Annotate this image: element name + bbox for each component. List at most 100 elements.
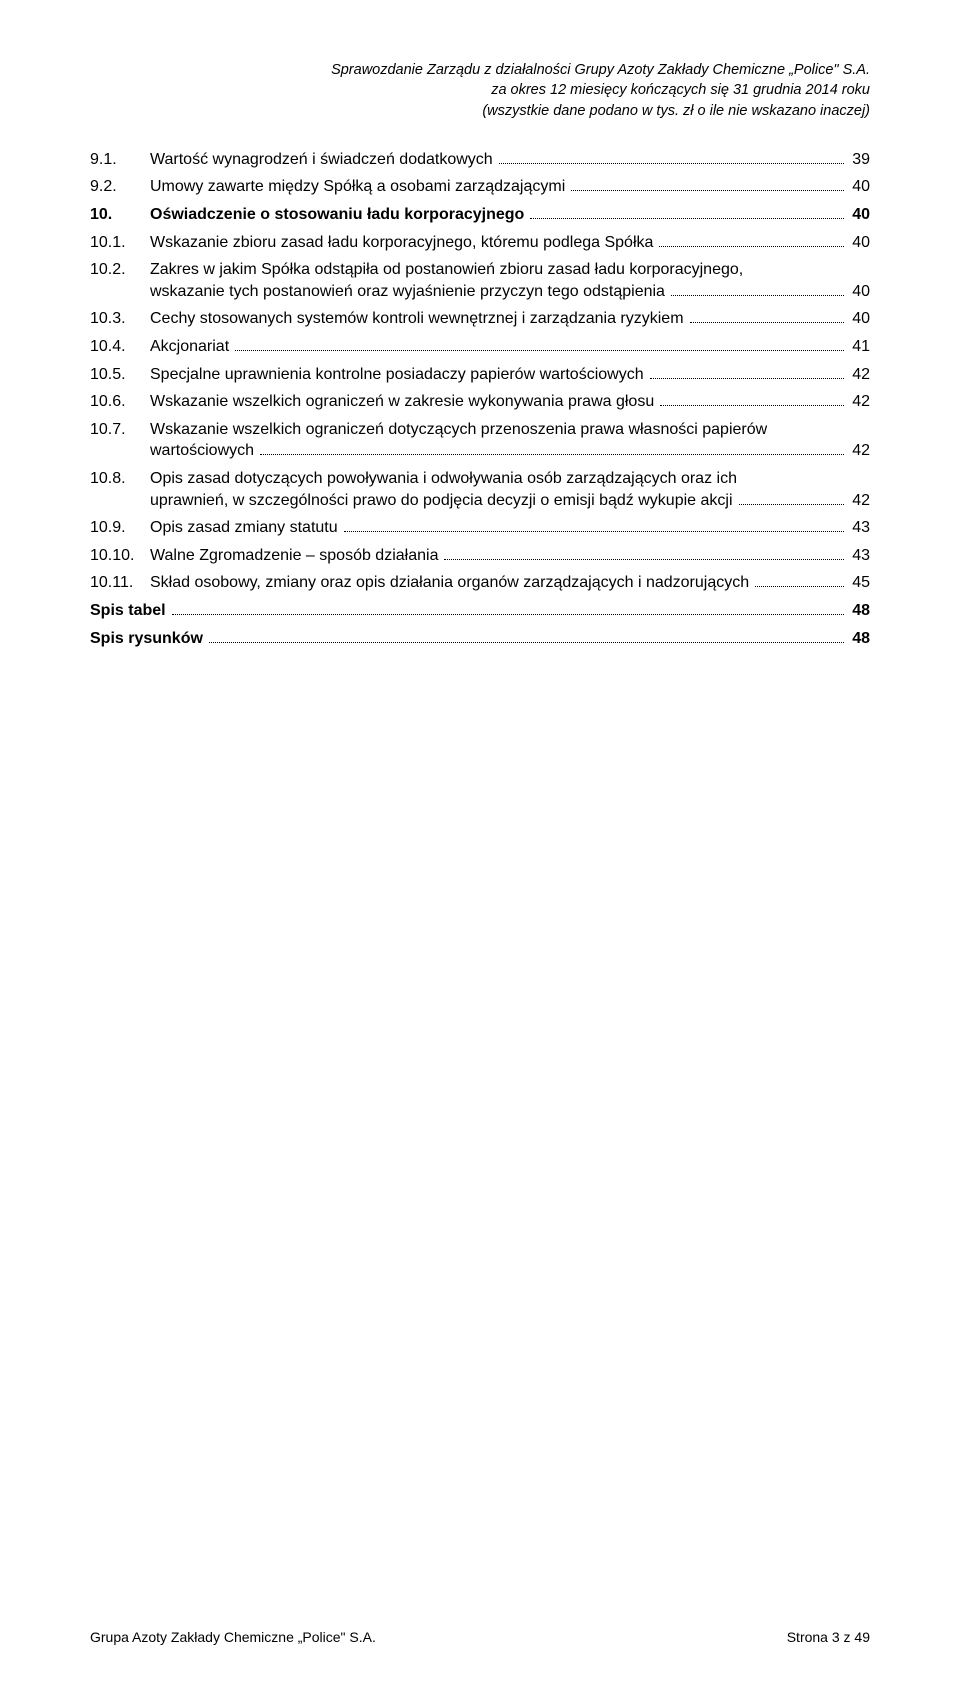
toc-page-number: 42 xyxy=(852,364,870,386)
toc-label: Cechy stosowanych systemów kontroli wewn… xyxy=(150,308,684,330)
toc-line: wskazanie tych postanowień oraz wyjaśnie… xyxy=(150,281,870,303)
toc-leader xyxy=(235,350,844,351)
toc-line: Spis tabel 48 xyxy=(90,600,870,622)
toc-line: Akcjonariat41 xyxy=(150,336,870,358)
toc-page-number: 48 xyxy=(852,600,870,622)
header-line-2: za okres 12 miesięcy kończących się 31 g… xyxy=(90,80,870,100)
toc-page-number: 43 xyxy=(852,517,870,539)
toc-leader xyxy=(739,504,845,505)
toc-label-wrap: Opis zasad zmiany statutu 43 xyxy=(150,517,870,539)
footer-right: Strona 3 z 49 xyxy=(787,1629,870,1645)
toc-label: Specjalne uprawnienia kontrolne posiadac… xyxy=(150,364,644,386)
toc-line: Wartość wynagrodzeń i świadczeń dodatkow… xyxy=(150,149,870,171)
toc-label-wrap: Wskazanie zbioru zasad ładu korporacyjne… xyxy=(150,232,870,254)
toc-label-line: Opis zasad dotyczących powoływania i odw… xyxy=(150,468,870,490)
toc-page-number: 40 xyxy=(852,308,870,330)
page: Sprawozdanie Zarządu z działalności Grup… xyxy=(0,0,960,1685)
toc-label: Wartość wynagrodzeń i świadczeń dodatkow… xyxy=(150,149,493,171)
toc-line: Cechy stosowanych systemów kontroli wewn… xyxy=(150,308,870,330)
toc-row: 10.2.Zakres w jakim Spółka odstąpiła od … xyxy=(90,259,870,302)
toc-label: Opis zasad zmiany statutu xyxy=(150,517,338,539)
toc-leader xyxy=(344,531,845,532)
toc-number: 10.5. xyxy=(90,364,150,386)
toc-number: 9.1. xyxy=(90,149,150,171)
toc-row: 10.3.Cechy stosowanych systemów kontroli… xyxy=(90,308,870,330)
toc-line: Skład osobowy, zmiany oraz opis działani… xyxy=(150,572,870,594)
toc-label: Spis tabel xyxy=(90,600,166,622)
toc-label-wrap: Wartość wynagrodzeń i świadczeń dodatkow… xyxy=(150,149,870,171)
toc-label: Skład osobowy, zmiany oraz opis działani… xyxy=(150,572,749,594)
toc-row: 10.5.Specjalne uprawnienia kontrolne pos… xyxy=(90,364,870,386)
header-line-1: Sprawozdanie Zarządu z działalności Grup… xyxy=(90,60,870,80)
toc-number: 10.8. xyxy=(90,468,150,490)
toc-label-wrap: Umowy zawarte między Spółką a osobami za… xyxy=(150,176,870,198)
toc-row: 10.7.Wskazanie wszelkich ograniczeń doty… xyxy=(90,419,870,462)
toc-leader xyxy=(499,163,845,164)
toc-page-number: 48 xyxy=(852,628,870,650)
table-of-contents: 9.1.Wartość wynagrodzeń i świadczeń doda… xyxy=(90,149,870,649)
toc-page-number: 42 xyxy=(852,440,870,462)
page-footer: Grupa Azoty Zakłady Chemiczne „Police" S… xyxy=(90,1629,870,1645)
toc-number: 10.11. xyxy=(90,572,150,594)
toc-row: 10.10.Walne Zgromadzenie – sposób działa… xyxy=(90,545,870,567)
toc-number: 10.9. xyxy=(90,517,150,539)
toc-label-wrap: Oświadczenie o stosowaniu ładu korporacy… xyxy=(150,204,870,226)
toc-label-wrap: Wskazanie wszelkich ograniczeń w zakresi… xyxy=(150,391,870,413)
toc-row: 10.1.Wskazanie zbioru zasad ładu korpora… xyxy=(90,232,870,254)
toc-page-number: 42 xyxy=(852,490,870,512)
toc-page-number: 39 xyxy=(852,149,870,171)
toc-row: Spis rysunków48 xyxy=(90,628,870,650)
toc-label: Akcjonariat xyxy=(150,336,229,358)
toc-label: wskazanie tych postanowień oraz wyjaśnie… xyxy=(150,281,665,303)
toc-line: Walne Zgromadzenie – sposób działania 43 xyxy=(150,545,870,567)
toc-page-number: 40 xyxy=(852,176,870,198)
toc-label-wrap: Wskazanie wszelkich ograniczeń dotyczący… xyxy=(150,419,870,462)
toc-line: Opis zasad zmiany statutu 43 xyxy=(150,517,870,539)
toc-line: Wskazanie zbioru zasad ładu korporacyjne… xyxy=(150,232,870,254)
toc-number: 10.1. xyxy=(90,232,150,254)
toc-row: 10.Oświadczenie o stosowaniu ładu korpor… xyxy=(90,204,870,226)
toc-row: 9.2.Umowy zawarte między Spółką a osobam… xyxy=(90,176,870,198)
toc-label: Walne Zgromadzenie – sposób działania xyxy=(150,545,438,567)
toc-label-wrap: Opis zasad dotyczących powoływania i odw… xyxy=(150,468,870,511)
toc-label-wrap: Skład osobowy, zmiany oraz opis działani… xyxy=(150,572,870,594)
toc-row: 10.8.Opis zasad dotyczących powoływania … xyxy=(90,468,870,511)
toc-line: Spis rysunków48 xyxy=(90,628,870,650)
toc-label-wrap: Spis rysunków48 xyxy=(90,628,870,650)
toc-leader xyxy=(172,614,845,615)
toc-leader xyxy=(755,586,844,587)
toc-row: 10.6.Wskazanie wszelkich ograniczeń w za… xyxy=(90,391,870,413)
toc-page-number: 43 xyxy=(852,545,870,567)
toc-leader xyxy=(530,218,844,219)
toc-number: 10.10. xyxy=(90,545,150,567)
toc-page-number: 45 xyxy=(852,572,870,594)
toc-label-wrap: Akcjonariat41 xyxy=(150,336,870,358)
toc-row: 10.11.Skład osobowy, zmiany oraz opis dz… xyxy=(90,572,870,594)
toc-number: 10.7. xyxy=(90,419,150,441)
toc-line: Wskazanie wszelkich ograniczeń w zakresi… xyxy=(150,391,870,413)
toc-label: Oświadczenie o stosowaniu ładu korporacy… xyxy=(150,204,524,226)
toc-row: 10.4.Akcjonariat41 xyxy=(90,336,870,358)
toc-number: 10.3. xyxy=(90,308,150,330)
toc-line: wartościowych 42 xyxy=(150,440,870,462)
toc-leader xyxy=(209,642,844,643)
header-line-3: (wszystkie dane podano w tys. zł o ile n… xyxy=(90,101,870,121)
toc-label-line: Wskazanie wszelkich ograniczeń dotyczący… xyxy=(150,419,870,441)
toc-label: Wskazanie zbioru zasad ładu korporacyjne… xyxy=(150,232,653,254)
toc-line: uprawnień, w szczególności prawo do podj… xyxy=(150,490,870,512)
toc-label: uprawnień, w szczególności prawo do podj… xyxy=(150,490,733,512)
toc-label-wrap: Specjalne uprawnienia kontrolne posiadac… xyxy=(150,364,870,386)
toc-line: Umowy zawarte między Spółką a osobami za… xyxy=(150,176,870,198)
toc-row: 9.1.Wartość wynagrodzeń i świadczeń doda… xyxy=(90,149,870,171)
toc-number: 9.2. xyxy=(90,176,150,198)
toc-number: 10.4. xyxy=(90,336,150,358)
toc-leader xyxy=(571,190,844,191)
toc-number: 10.2. xyxy=(90,259,150,281)
toc-label-wrap: Spis tabel 48 xyxy=(90,600,870,622)
document-header: Sprawozdanie Zarządu z działalności Grup… xyxy=(90,60,870,121)
toc-label: wartościowych xyxy=(150,440,254,462)
toc-label-wrap: Zakres w jakim Spółka odstąpiła od posta… xyxy=(150,259,870,302)
toc-leader xyxy=(659,246,844,247)
toc-label: Wskazanie wszelkich ograniczeń w zakresi… xyxy=(150,391,654,413)
toc-label: Umowy zawarte między Spółką a osobami za… xyxy=(150,176,565,198)
